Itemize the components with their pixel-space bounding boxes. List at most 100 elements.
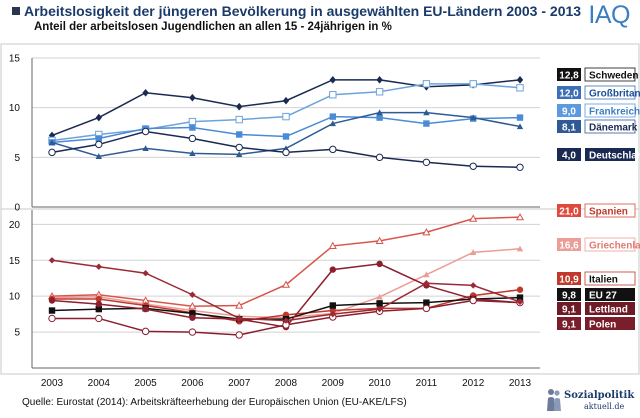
point-spanien-2011 — [422, 228, 431, 236]
point-griechenland-2010 — [376, 293, 383, 300]
point-großbritannien-2006 — [188, 117, 197, 126]
point-spanien-2010 — [375, 236, 384, 244]
point-polen-2004 — [95, 314, 103, 323]
point-lettland-2004 — [95, 300, 103, 308]
value-badge-italien — [557, 272, 581, 285]
point-großbritannien-2011 — [422, 80, 431, 88]
point-frankreich-2010 — [376, 114, 383, 121]
point-italien-2013 — [516, 286, 524, 293]
country-badge-polen — [585, 317, 635, 330]
value-label-polen: 9,1 — [562, 320, 576, 331]
panel1-ytick-5: 5 — [14, 153, 20, 164]
value-badge-frankreich — [557, 104, 581, 117]
panel1-ytick-10: 10 — [9, 103, 21, 114]
point-deutschland-2010 — [375, 153, 384, 162]
point-italien-2009 — [329, 307, 336, 314]
xtick-2011: 2011 — [416, 378, 438, 389]
xtick-2004: 2004 — [88, 378, 111, 389]
point-lettland-2003 — [48, 297, 56, 304]
xtick-2010: 2010 — [368, 378, 391, 389]
value-badge-dänemark — [557, 120, 581, 133]
person-group-icon — [547, 389, 561, 411]
point-unlabeled-2008 — [282, 317, 290, 324]
point-schweden-2008 — [282, 96, 290, 105]
point-dänemark-2006 — [189, 150, 196, 156]
country-label-dänemark: Dänemark — [589, 123, 638, 134]
point-deutschland-2006 — [188, 134, 197, 143]
point-schweden-2013 — [516, 76, 524, 84]
panel2-ytick-5: 5 — [14, 328, 20, 339]
point-eu-27-2004 — [95, 305, 102, 313]
point-lettland-2006 — [189, 314, 196, 321]
value-label-deutschland: 4,0 — [562, 151, 576, 162]
value-label-frankreich: 9,0 — [562, 107, 576, 118]
xtick-2008: 2008 — [275, 378, 298, 389]
point-dänemark-2012 — [470, 114, 477, 121]
xtick-2012: 2012 — [462, 378, 485, 389]
point-dänemark-2003 — [48, 139, 56, 146]
point-eu-27-2003 — [48, 307, 56, 314]
value-badge-griechenland — [557, 238, 581, 251]
point-spanien-2013 — [515, 212, 525, 221]
value-label-dänemark: 8,1 — [562, 123, 576, 134]
value-label-italien: 10,9 — [559, 275, 579, 286]
xtick-2007: 2007 — [228, 378, 251, 389]
point-schweden-2009 — [329, 76, 336, 84]
value-badge-lettland — [557, 302, 581, 315]
country-badge-deutschland — [585, 148, 635, 161]
point-unlabeled-2009 — [329, 310, 336, 318]
country-label-frankreich: Frankreich — [589, 107, 640, 118]
country-label-griechenland: Griechenland — [589, 241, 640, 252]
point-deutschland-2005 — [141, 127, 150, 136]
point-deutschland-2004 — [95, 140, 103, 149]
value-badge-deutschland — [557, 148, 581, 161]
point-dänemark-2007 — [236, 151, 243, 157]
point-lettland-2005 — [142, 305, 149, 313]
country-label-spanien: Spanien — [589, 207, 628, 218]
point-deutschland-2003 — [48, 148, 56, 157]
point-deutschland-2013 — [516, 163, 524, 171]
point-schweden-2007 — [236, 102, 243, 111]
sozialpolitik-aktuell-logo: Sozialpolitik aktuell.de — [544, 385, 634, 415]
point-unlabeled-2007 — [236, 315, 243, 322]
point-griechenland-2013 — [516, 245, 524, 252]
value-label-lettland: 9,1 — [562, 305, 576, 316]
point-großbritannien-2009 — [329, 91, 337, 99]
panel1-ytick-0: 0 — [14, 203, 20, 214]
upper-panel-frame — [0, 43, 640, 210]
point-dänemark-2010 — [376, 109, 383, 116]
point-eu-27-2010 — [376, 300, 383, 307]
country-badge-italien — [584, 271, 636, 286]
point-italien-2004 — [95, 295, 103, 303]
xtick-2009: 2009 — [322, 378, 345, 389]
series-line-großbritannien — [51, 83, 521, 142]
point-frankreich-2007 — [236, 131, 243, 138]
point-großbritannien-2013 — [516, 84, 524, 92]
xtick-2006: 2006 — [181, 378, 204, 389]
point-spanien-2008 — [281, 280, 291, 288]
country-badge-schweden — [584, 67, 636, 82]
value-badge-großbritannien — [557, 86, 581, 99]
point-polen-2006 — [188, 328, 197, 336]
point-deutschland-2009 — [329, 145, 337, 154]
point-großbritannien-2008 — [282, 112, 290, 121]
xtick-2005: 2005 — [134, 378, 157, 389]
value-badge-schweden — [557, 68, 581, 81]
point-frankreich-2006 — [189, 124, 196, 131]
chart-subtitle: Anteil der arbeitslosen Jugendlichen an … — [34, 21, 392, 33]
value-label-schweden: 12,8 — [559, 71, 579, 82]
point-schweden-2004 — [95, 113, 102, 122]
point-frankreich-2011 — [423, 120, 430, 127]
point-griechenland-2012 — [470, 249, 477, 255]
country-badge-griechenland — [584, 237, 636, 252]
point-unlabeled-2012 — [470, 282, 477, 289]
point-frankreich-2013 — [516, 114, 524, 121]
country-label-polen: Polen — [589, 320, 616, 331]
country-badge-frankreich — [584, 103, 636, 118]
point-frankreich-2009 — [329, 113, 336, 120]
country-label-lettland: Lettland — [589, 305, 628, 316]
point-eu-27-2011 — [423, 299, 430, 306]
point-deutschland-2011 — [422, 158, 431, 167]
point-unlabeled-2003 — [48, 257, 56, 264]
